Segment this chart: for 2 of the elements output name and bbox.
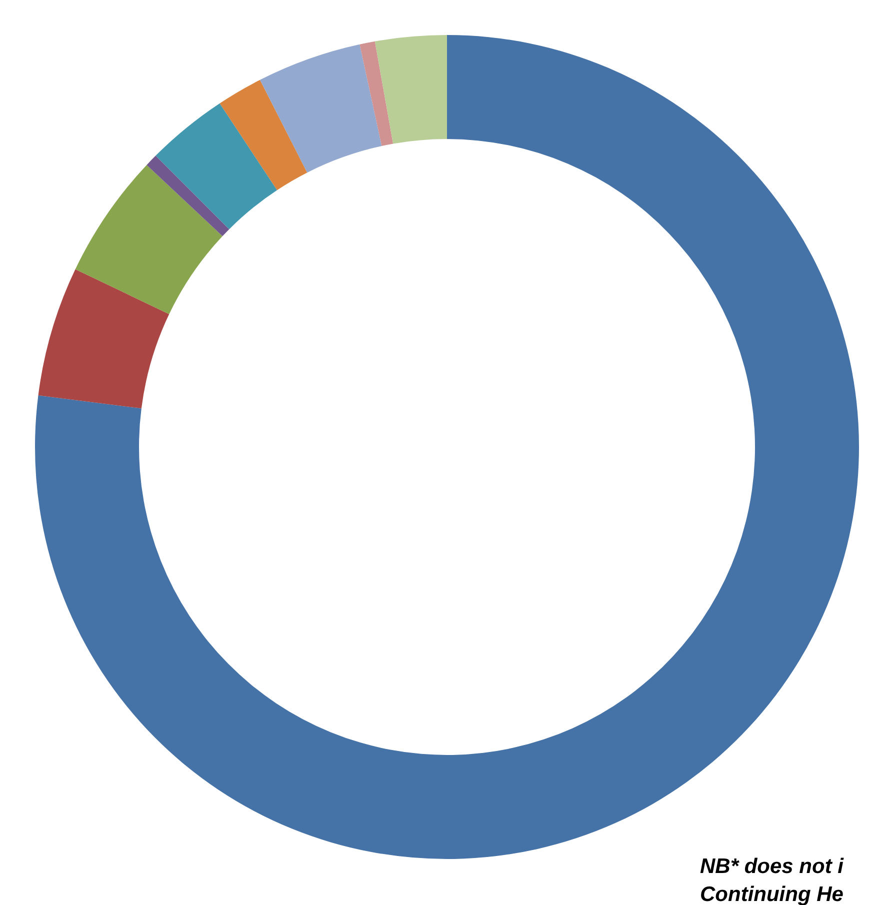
text: Continuing He (700, 883, 844, 905)
text: NB* does not i (700, 855, 845, 878)
